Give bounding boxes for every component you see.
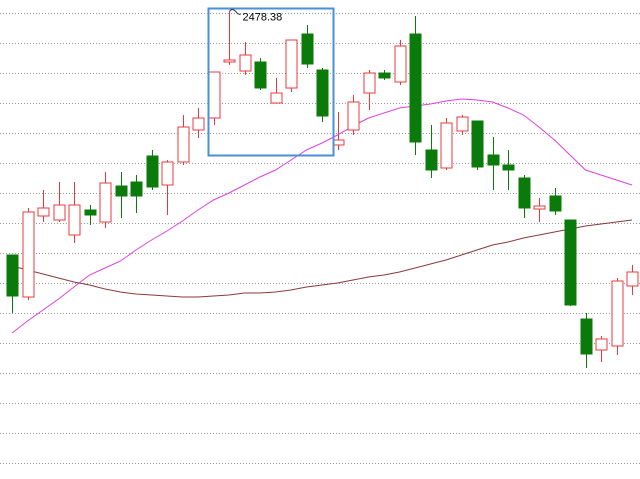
candle-body xyxy=(518,177,531,209)
candle-body xyxy=(363,72,376,94)
candle-body xyxy=(595,338,608,351)
candle-body xyxy=(37,207,50,217)
candle-body xyxy=(285,39,298,89)
annotation-pointer xyxy=(229,9,241,16)
candle-body xyxy=(580,318,593,355)
candle-body xyxy=(394,45,407,83)
candle-body xyxy=(6,254,19,297)
candle-body xyxy=(301,33,314,65)
ma-line xyxy=(11,98,633,334)
candle-body xyxy=(409,33,422,143)
candle-body xyxy=(440,122,453,169)
candle-body xyxy=(146,155,159,188)
candle-body xyxy=(161,161,174,186)
candle-body xyxy=(456,116,469,132)
candle-body xyxy=(68,204,81,236)
annotations: 2478.38 xyxy=(229,9,283,24)
candle-body xyxy=(611,280,624,347)
candle-body xyxy=(626,271,639,287)
candle-body xyxy=(378,72,391,79)
candle-body xyxy=(208,71,221,119)
candle-body xyxy=(115,185,128,197)
candle-body xyxy=(564,219,577,306)
moving-averages xyxy=(11,98,633,334)
candle-body xyxy=(533,205,546,210)
highlight-box xyxy=(207,7,335,157)
high-label: 2478.38 xyxy=(243,12,283,24)
candle-body xyxy=(549,195,562,212)
candles xyxy=(6,11,639,368)
candle-body xyxy=(130,181,143,197)
candle-body xyxy=(316,69,329,117)
candle-body xyxy=(177,126,190,163)
candle-body xyxy=(270,92,283,104)
candle-body xyxy=(487,154,500,166)
candle-body xyxy=(425,149,438,171)
candle-body xyxy=(347,101,360,131)
candle-body xyxy=(332,139,345,146)
candle-body xyxy=(192,117,205,131)
candle-body xyxy=(223,59,236,63)
candle-body xyxy=(502,164,515,171)
candle-body xyxy=(84,209,97,216)
candle-body xyxy=(254,61,267,89)
ma-line xyxy=(11,219,633,298)
candle-body xyxy=(471,120,484,168)
candle-body xyxy=(53,204,66,221)
candle-body xyxy=(99,182,112,223)
candle-body xyxy=(22,211,35,298)
candle-body xyxy=(239,54,252,72)
